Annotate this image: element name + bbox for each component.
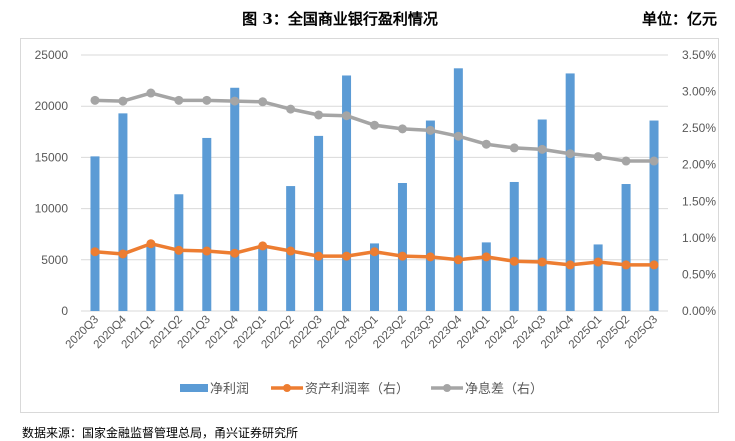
point-2-2024Q1 <box>481 139 491 149</box>
point-2-2022Q4 <box>342 111 352 121</box>
bar-2025Q1 <box>593 244 603 311</box>
point-1-2020Q3 <box>90 247 100 257</box>
bar-2021Q3 <box>202 137 212 311</box>
point-1-2024Q2 <box>509 256 519 266</box>
right-tick-label: 3.00% <box>682 85 716 99</box>
point-1-2025Q3 <box>649 260 659 270</box>
point-1-2022Q4 <box>342 251 352 261</box>
point-2-2021Q3 <box>202 95 212 105</box>
right-tick-label: 1.50% <box>682 194 716 208</box>
bar-2020Q4 <box>118 113 128 311</box>
legend-label: 净息差（右） <box>465 381 543 397</box>
point-2-2020Q4 <box>118 96 128 106</box>
right-tick-label: 1.00% <box>682 231 716 245</box>
point-2-2025Q2 <box>621 156 631 166</box>
legend-marker <box>283 384 292 392</box>
point-1-2022Q1 <box>258 241 268 251</box>
point-1-2021Q2 <box>174 245 184 255</box>
bar-2023Q1 <box>370 243 379 311</box>
point-2-2023Q3 <box>425 125 435 135</box>
point-2-2022Q2 <box>286 104 296 114</box>
point-2-2021Q4 <box>230 96 240 106</box>
point-2-2020Q3 <box>90 95 100 105</box>
point-2-2025Q1 <box>593 152 603 162</box>
chart-frame <box>20 38 719 413</box>
bar-2023Q3 <box>425 120 435 311</box>
bar-2025Q2 <box>621 184 631 311</box>
legend-label: 资产利润率（右） <box>305 381 409 397</box>
point-2-2024Q2 <box>509 143 519 153</box>
point-1-2024Q1 <box>481 252 491 262</box>
bar-2025Q3 <box>649 120 659 311</box>
point-2-2022Q3 <box>314 110 324 120</box>
unit-label: 单位：亿元 <box>641 10 717 28</box>
point-1-2023Q1 <box>370 247 379 257</box>
point-2-2024Q4 <box>565 149 575 159</box>
point-2-2021Q2 <box>174 95 184 105</box>
legend-marker <box>443 384 452 392</box>
point-1-2021Q3 <box>202 246 212 256</box>
bar-2022Q1 <box>258 245 268 311</box>
point-2-2025Q3 <box>649 156 659 166</box>
bar-2021Q4 <box>230 87 240 311</box>
point-1-2025Q1 <box>593 257 603 267</box>
bar-2022Q4 <box>342 75 352 311</box>
chart-title: 图 3：全国商业银行盈利情况 <box>242 10 438 28</box>
left-tick-label: 5000 <box>41 253 68 267</box>
right-tick-label: 2.00% <box>682 158 716 172</box>
point-2-2021Q1 <box>146 88 156 98</box>
point-2-2022Q1 <box>258 97 268 107</box>
point-2-2024Q3 <box>537 144 547 154</box>
bar-2023Q4 <box>453 68 463 311</box>
bar-2024Q2 <box>509 181 519 311</box>
point-1-2024Q4 <box>565 260 575 270</box>
left-tick-label: 0 <box>61 304 68 318</box>
bar-2022Q3 <box>314 135 324 311</box>
point-2-2023Q1 <box>370 120 379 130</box>
point-1-2022Q3 <box>314 251 324 261</box>
point-1-2023Q2 <box>397 251 407 261</box>
left-tick-label: 20000 <box>35 99 69 113</box>
point-2-2023Q2 <box>397 124 407 134</box>
right-tick-label: 0.00% <box>682 304 716 318</box>
right-tick-label: 0.50% <box>682 267 716 281</box>
point-1-2025Q2 <box>621 260 631 270</box>
point-1-2020Q4 <box>118 249 128 259</box>
bar-2024Q4 <box>565 73 575 311</box>
point-1-2022Q2 <box>286 246 296 256</box>
bar-2024Q3 <box>537 119 547 312</box>
bar-2023Q2 <box>397 183 407 311</box>
point-2-2023Q4 <box>453 131 463 141</box>
legend-swatch-net-profit <box>180 384 208 392</box>
bar-2021Q1 <box>146 244 156 311</box>
point-1-2023Q4 <box>453 255 463 265</box>
left-tick-label: 25000 <box>35 48 69 62</box>
left-tick-label: 15000 <box>35 150 69 164</box>
point-1-2021Q4 <box>230 248 240 258</box>
left-tick-label: 10000 <box>35 202 69 216</box>
point-1-2024Q3 <box>537 257 547 267</box>
point-1-2023Q3 <box>425 252 435 262</box>
bar-2024Q1 <box>481 242 491 311</box>
bar-2020Q3 <box>90 156 100 311</box>
point-1-2021Q1 <box>146 239 156 249</box>
right-tick-label: 3.50% <box>682 48 716 62</box>
legend-label: 净利润 <box>210 382 249 397</box>
right-tick-label: 2.50% <box>682 121 716 135</box>
